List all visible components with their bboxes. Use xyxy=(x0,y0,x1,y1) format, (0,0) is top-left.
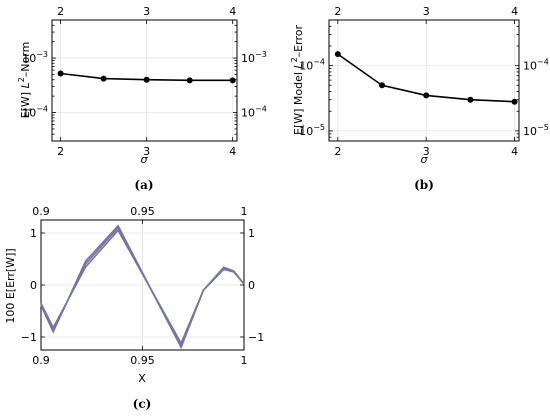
panel-a-data-point xyxy=(100,75,107,82)
panel-a-caption: (a) xyxy=(134,178,153,192)
panel-a-data-point xyxy=(186,77,193,84)
panel-c-ytick-label-right: −1 xyxy=(248,331,264,344)
panel-a-data-point xyxy=(229,77,236,84)
panel-b-xtick-label-top: 4 xyxy=(511,5,518,18)
panel-a-xtick-label-top: 3 xyxy=(143,5,150,18)
panel-a-xtick-label: 3 xyxy=(143,145,150,158)
panel-b-xtick-label: 4 xyxy=(511,145,518,158)
panel-c-xtick-label: 1 xyxy=(241,354,248,367)
panel-c-ytick-label: 0 xyxy=(30,279,37,292)
panel-c-ylabel: 100 E[Err[W]] xyxy=(4,248,17,323)
panel-a-xtick-label-top: 2 xyxy=(57,5,64,18)
panel-a: 2 2 3 3 4 4 10−4 10−4 10−3 10−3 σ E[W] L2–Norm (a… xyxy=(17,5,267,192)
panel-c-marks xyxy=(40,224,245,350)
panel-a-xtick-label: 4 xyxy=(229,145,236,158)
panel-b-data-point xyxy=(423,92,430,99)
panel-c-xtick-label-top: 0.9 xyxy=(32,205,50,218)
panel-a-tick-labels: 2 2 3 3 4 4 10−4 10−4 10−3 10−3 xyxy=(22,5,267,158)
panel-c-grid xyxy=(40,220,245,350)
panel-b-ytick-label-right: 10−5 xyxy=(523,123,549,138)
panel-b-ytick-label-right: 10−4 xyxy=(523,58,549,73)
panel-c-xtick-label: 0.9 xyxy=(32,354,50,367)
panel-b-ytick-label: 10−4 xyxy=(299,58,325,73)
panel-c-ytick-label-right: 0 xyxy=(248,279,255,292)
panel-a-xtick-label: 2 xyxy=(57,145,64,158)
panel-b-xtick-label: 3 xyxy=(423,145,430,158)
panel-b-ylabel: E[W] Model L2–Error xyxy=(290,25,305,135)
panel-a-data-point xyxy=(143,76,150,83)
panel-a-ytick-label: 10−4 xyxy=(22,105,48,120)
panel-b-data-point xyxy=(334,51,341,58)
panel-c-xtick-label-top: 0.95 xyxy=(130,205,155,218)
panel-b-data-point xyxy=(379,82,386,89)
panel-a-ytick-label-right: 10−3 xyxy=(241,50,267,65)
panel-b-xtick-label-top: 2 xyxy=(334,5,341,18)
panel-b-tick-labels: 2 2 3 3 4 4 10−5 10−5 10−4 10−4 xyxy=(299,5,549,158)
panel-b-frame xyxy=(328,19,520,142)
panel-b-xtick-label: 2 xyxy=(334,145,341,158)
panel-b-xtick-label-top: 3 xyxy=(423,5,430,18)
panel-a-ytick-label: 10−3 xyxy=(22,50,48,65)
panel-b-marks xyxy=(334,51,518,105)
panel-b: 2 2 3 3 4 4 10−5 10−5 10−4 10−4 σ E[W] Model L2–E… xyxy=(290,5,549,192)
panel-a-frame xyxy=(51,19,238,142)
panel-a-ticks xyxy=(52,20,237,142)
panel-b-caption: (b) xyxy=(414,178,434,192)
panel-a-marks xyxy=(57,70,236,84)
panel-b-data-point xyxy=(511,98,518,105)
panel-c-xtick-label-top: 1 xyxy=(241,205,248,218)
panel-b-ticks xyxy=(329,20,519,141)
panel-b-ytick-label: 10−5 xyxy=(299,123,325,138)
panel-a-ylabel: E[W] L2–Norm xyxy=(17,42,32,119)
panel-a-xtick-label-top: 4 xyxy=(229,5,236,18)
panel-b-data-point xyxy=(467,96,474,103)
panel-c-ytick-label: −1 xyxy=(21,331,37,344)
panel-a-data-point xyxy=(57,70,64,77)
panel-c-ticks xyxy=(40,220,245,350)
panel-c-xlabel: X xyxy=(138,372,146,385)
panel-c-caption: (c) xyxy=(133,397,152,411)
panel-c-ytick-label: 1 xyxy=(30,227,37,240)
panel-b-grid xyxy=(329,20,519,141)
panel-c-xtick-label: 0.95 xyxy=(130,354,155,367)
panel-a-xlabel: σ xyxy=(141,153,149,166)
panel-c-ytick-label-right: 1 xyxy=(248,227,255,240)
panel-b-xlabel: σ xyxy=(421,153,429,166)
panel-c-series-line xyxy=(40,224,245,350)
panel-a-ytick-label-right: 10−4 xyxy=(241,105,267,120)
